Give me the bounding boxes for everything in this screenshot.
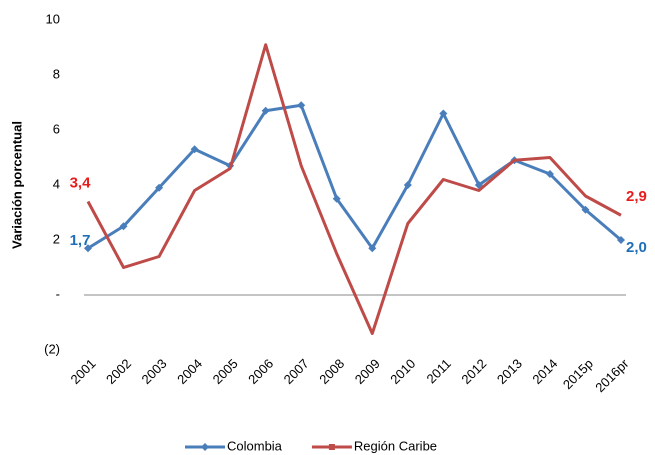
data-label: 2,0 (626, 239, 647, 256)
legend-label: Región Caribe (354, 438, 437, 453)
x-tick-label: 2014 (529, 356, 560, 387)
x-tick-label: 2009 (352, 356, 383, 387)
x-tick-label: 2010 (387, 356, 418, 387)
point-marker (403, 181, 412, 189)
x-tick-label: 2006 (245, 356, 276, 387)
point-marker (545, 170, 554, 178)
point-marker (332, 194, 341, 203)
y-tick-label: 6 (53, 121, 60, 136)
y-tick-label: (2) (44, 341, 60, 356)
point-marker (439, 109, 448, 118)
legend-label: Colombia (227, 438, 283, 453)
point-marker (261, 106, 270, 115)
data-label: 2,9 (626, 188, 647, 205)
x-tick-label: 2003 (139, 356, 170, 387)
x-tick-label: 2005 (210, 356, 241, 387)
x-tick-label: 2004 (174, 356, 205, 387)
point-marker (368, 244, 377, 253)
y-tick-label: 8 (53, 66, 60, 81)
x-tick-label: 2013 (494, 356, 525, 387)
y-tick-label: 10 (46, 11, 60, 26)
x-tick-label: 2016pr (592, 355, 632, 395)
legend-marker (328, 444, 335, 450)
series-line (87, 103, 622, 250)
x-tick-label: 2015p (560, 356, 596, 392)
point-marker (119, 222, 128, 231)
point-marker (617, 236, 625, 244)
data-label: 1,7 (70, 232, 91, 249)
point-marker (297, 101, 306, 110)
y-tick-label: 4 (53, 176, 60, 191)
y-tick-label: 2 (53, 231, 60, 246)
legend-marker (201, 443, 209, 451)
x-tick-label: 2001 (67, 356, 98, 387)
x-tick-label: 2012 (458, 356, 489, 387)
data-label: 3,4 (70, 174, 92, 191)
y-axis-title: Variación porcentual (9, 121, 24, 249)
point-marker (190, 145, 199, 154)
y-tick-label: - (56, 286, 60, 301)
point-marker (155, 183, 164, 192)
point-marker (84, 244, 92, 253)
x-tick-label: 2008 (316, 356, 347, 387)
x-tick-label: 2002 (103, 356, 134, 387)
series-line (86, 43, 622, 335)
x-tick-label: 2007 (281, 356, 312, 387)
point-marker (581, 205, 590, 214)
x-tick-label: 2011 (424, 356, 454, 386)
